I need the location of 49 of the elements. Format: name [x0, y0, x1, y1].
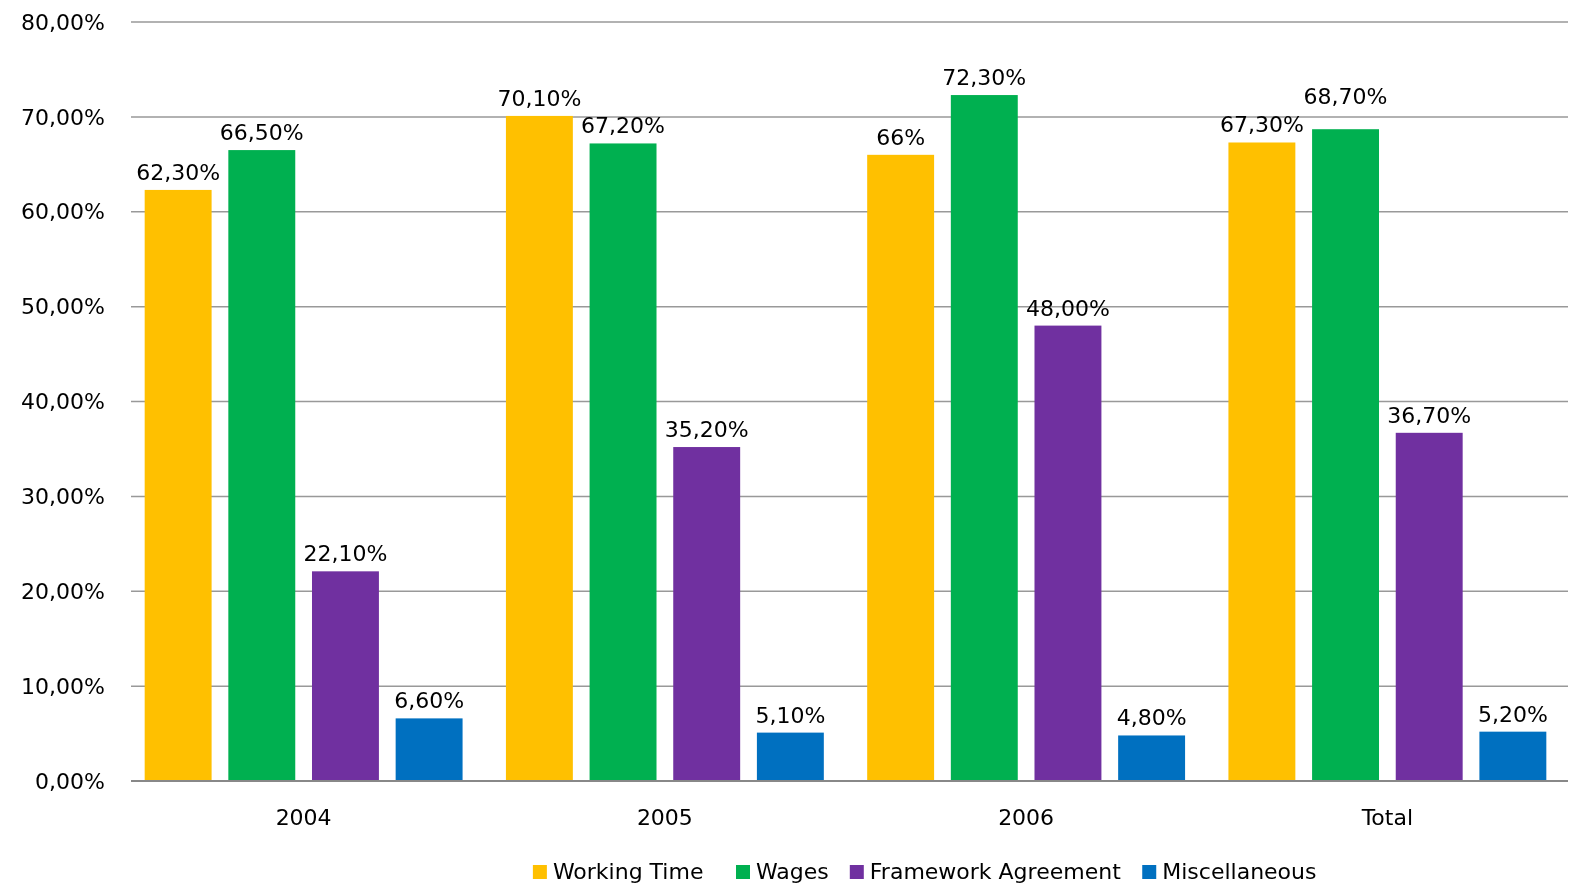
- legend-label: Working Time: [552, 859, 704, 884]
- bar: [673, 447, 741, 781]
- data-label: 22,10%: [303, 541, 388, 567]
- data-label: 36,70%: [1387, 402, 1472, 428]
- y-tick-label: 50,00%: [21, 294, 105, 320]
- bar: [950, 95, 1018, 781]
- legend-label: Miscellaneous: [1162, 859, 1317, 884]
- y-tick-label: 10,00%: [21, 673, 105, 699]
- y-tick-label: 80,00%: [21, 9, 105, 35]
- bar: [1312, 129, 1380, 781]
- bar: [867, 154, 935, 781]
- bar: [589, 143, 657, 781]
- bar: [228, 150, 296, 781]
- data-label: 66%: [876, 124, 926, 150]
- x-tick-label: Total: [1360, 805, 1414, 830]
- y-tick-label: 30,00%: [21, 484, 105, 510]
- bar: [505, 115, 573, 781]
- y-tick-label: 60,00%: [21, 199, 105, 225]
- data-label: 68,70%: [1303, 84, 1388, 110]
- bar: [1479, 731, 1547, 781]
- data-label: 35,20%: [664, 417, 749, 443]
- x-tick-label: 2006: [998, 805, 1055, 830]
- data-label: 6,60%: [394, 688, 465, 714]
- data-label: 67,20%: [581, 113, 665, 139]
- data-label: 5,10%: [755, 702, 826, 728]
- legend-label: Wages: [756, 859, 829, 884]
- bar: [1395, 432, 1463, 781]
- bar: [1034, 325, 1102, 781]
- y-tick-label: 0,00%: [35, 768, 105, 794]
- data-label: 67,30%: [1219, 112, 1304, 138]
- bar: [144, 189, 212, 781]
- bar: [395, 718, 463, 781]
- data-label: 4,80%: [1116, 705, 1187, 731]
- data-label: 72,30%: [942, 65, 1027, 91]
- bar: [1118, 735, 1186, 781]
- data-label: 70,10%: [497, 85, 582, 111]
- bar: [1228, 142, 1296, 781]
- y-tick-label: 70,00%: [21, 104, 105, 130]
- data-label: 62,30%: [136, 159, 221, 185]
- bar: [311, 571, 379, 781]
- data-label: 48,00%: [1026, 295, 1110, 321]
- y-tick-label: 40,00%: [21, 389, 105, 415]
- y-tick-label: 20,00%: [21, 578, 105, 604]
- data-label: 66,50%: [219, 120, 304, 146]
- legend-label: Framework Agreement: [869, 859, 1122, 884]
- bar: [756, 732, 824, 781]
- x-tick-label: 2005: [636, 805, 693, 830]
- data-label: 5,20%: [1477, 701, 1548, 727]
- x-tick-label: 2004: [275, 805, 332, 830]
